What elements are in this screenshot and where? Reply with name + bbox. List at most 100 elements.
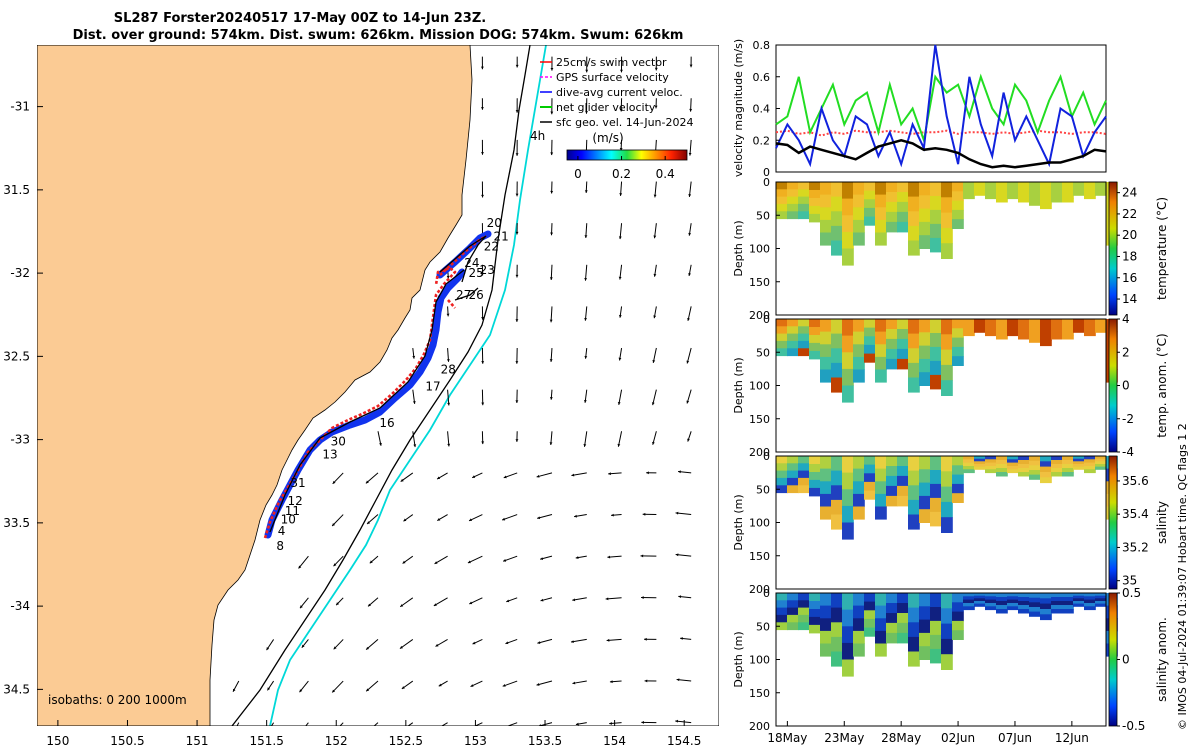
section-cell — [886, 593, 898, 604]
section-cell — [787, 485, 799, 494]
section-cell — [996, 460, 1008, 465]
current-vector-head — [687, 317, 690, 321]
section-cell — [985, 462, 997, 467]
current-vector-head — [233, 730, 236, 733]
section-cell — [1095, 466, 1107, 470]
section-cell — [875, 369, 887, 383]
current-vector-head — [438, 683, 442, 687]
section-cell — [886, 358, 898, 370]
current-vector-head — [404, 726, 407, 729]
section-cell — [853, 356, 865, 370]
current-vector-head — [332, 480, 336, 484]
section-cell — [776, 189, 788, 198]
section-cell — [798, 463, 810, 472]
section-cell — [974, 456, 986, 460]
current-vector — [447, 389, 450, 406]
section-cell — [1073, 319, 1085, 323]
section-cell — [919, 195, 931, 210]
section-cell — [908, 456, 920, 472]
section-cell — [1095, 190, 1107, 194]
section-ylabel: Depth (m) — [732, 220, 745, 276]
section-cell — [787, 326, 799, 335]
section-cell — [787, 348, 799, 357]
section-cell — [930, 360, 942, 376]
section-cell — [1051, 460, 1063, 465]
section-cell — [952, 630, 964, 640]
section-cell — [1040, 335, 1052, 341]
section-cell — [963, 599, 975, 604]
current-vector-head — [379, 442, 382, 446]
section-cell — [787, 196, 799, 205]
section-cell — [853, 194, 865, 208]
section-cell — [897, 456, 909, 467]
section-cell — [908, 225, 920, 241]
current-vector-head — [651, 402, 655, 406]
section-cell — [1095, 321, 1107, 325]
current-vector-head — [300, 605, 303, 609]
current-vector-head — [400, 478, 404, 482]
section-cell — [1007, 325, 1019, 330]
section-cell — [1051, 186, 1063, 191]
section-cell — [985, 195, 997, 200]
depth-tick-label: 0 — [763, 176, 770, 189]
section-cell — [908, 470, 920, 486]
section-cell — [930, 237, 942, 253]
section-cell — [776, 477, 788, 486]
section-cell — [985, 192, 997, 196]
colorbar-tick-label: 2 — [1122, 345, 1130, 359]
section-cell — [996, 198, 1008, 203]
current-vector-head — [584, 355, 588, 359]
current-vector-head — [652, 359, 656, 363]
day-label: 17 — [425, 379, 440, 393]
section-cell — [842, 593, 854, 611]
section-cell — [908, 362, 920, 378]
section-cell — [886, 182, 898, 193]
section-cell — [1029, 196, 1041, 202]
section-cell — [831, 607, 843, 623]
section-cell — [1062, 601, 1074, 606]
section-cell — [798, 340, 810, 349]
section-cell — [1095, 319, 1107, 323]
section-cell — [798, 211, 810, 220]
current-vector-head — [654, 105, 658, 109]
section-cell — [996, 335, 1008, 340]
section-cell — [897, 192, 909, 203]
current-vector-head — [619, 193, 623, 196]
section-cell — [1029, 465, 1041, 471]
velocity-series-sfc-geo-vel- — [775, 139, 1107, 169]
day-label: 23 — [480, 263, 495, 277]
section-cell — [985, 322, 997, 327]
current-vector-head — [413, 444, 417, 448]
day-label: 13 — [322, 448, 337, 462]
section-cell — [996, 323, 1008, 328]
section-cell — [787, 203, 799, 212]
title-line-2: Dist. over ground: 574km. Dist. swum: 62… — [73, 28, 684, 43]
section-cell — [1095, 327, 1107, 331]
section-cell — [952, 483, 964, 494]
section-cell — [1029, 319, 1041, 325]
section-cell — [809, 464, 821, 473]
section-cell — [930, 593, 942, 608]
map-colorbar-label: (m/s) — [592, 131, 623, 145]
section-cell — [1007, 329, 1019, 333]
section-cell — [919, 456, 931, 470]
section-cell — [1040, 472, 1052, 478]
current-vector-head — [298, 565, 302, 569]
section-cell — [963, 182, 975, 186]
section-cell — [985, 593, 997, 597]
section-cell — [831, 636, 843, 652]
colorbar-tick-label: -2 — [1122, 412, 1134, 426]
current-vector — [584, 264, 588, 281]
section-cell — [1084, 182, 1096, 186]
section-cell — [853, 369, 865, 383]
current-vector — [373, 722, 379, 726]
current-vector-head — [688, 273, 691, 276]
section-cell — [952, 328, 964, 339]
current-vector-head — [299, 689, 303, 693]
section-cell — [1007, 593, 1019, 597]
current-vector-head — [481, 317, 485, 320]
section-cell — [842, 642, 854, 660]
section-cell — [930, 319, 942, 334]
current-vector — [440, 722, 448, 726]
section-cell — [875, 618, 887, 632]
